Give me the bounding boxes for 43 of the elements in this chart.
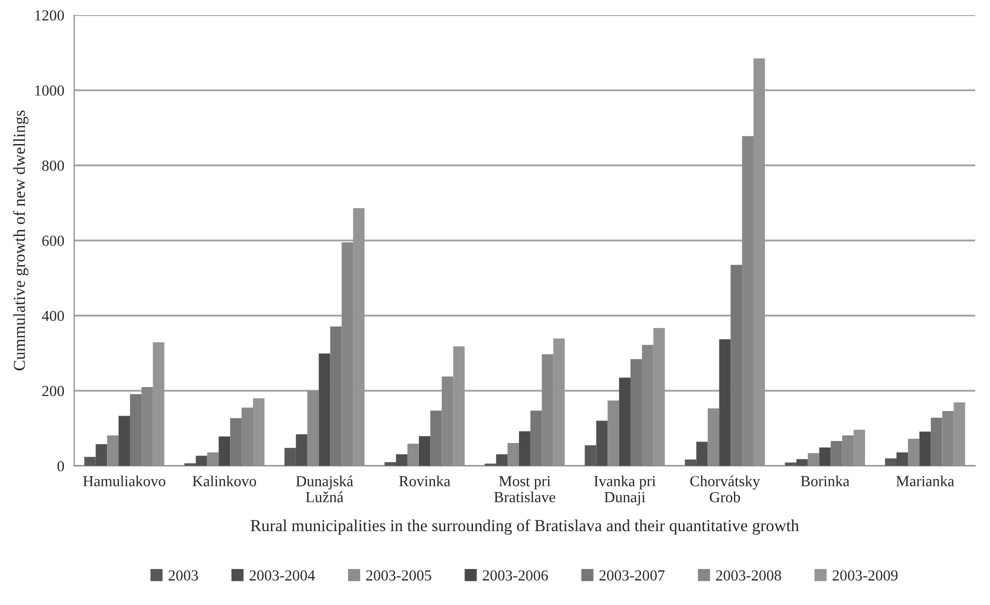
- legend-label: 2003-2006: [482, 570, 548, 581]
- legend-label: 2003: [168, 570, 198, 581]
- bar: [430, 410, 442, 466]
- x-axis-title: Rural municipalities in the surrounding of Bratislava and their quantitative growth: [250, 519, 799, 535]
- x-tick-label: Marianka: [896, 476, 954, 486]
- legend-label: 2003-2007: [599, 570, 665, 581]
- x-tick-label: Rovinka: [399, 476, 450, 486]
- bar: [730, 264, 742, 466]
- y-axis-title: Cummulative growth of new dwellings: [13, 110, 28, 370]
- bar: [619, 378, 631, 466]
- bar: [418, 436, 430, 466]
- y-tick-label: 600: [42, 236, 64, 246]
- bar: [218, 436, 230, 466]
- bar: [719, 339, 731, 466]
- bar: [830, 441, 842, 466]
- bar: [330, 326, 342, 466]
- x-tick-label: Dunajská Lužná: [296, 476, 354, 502]
- legend-label: 2003-2004: [250, 570, 315, 581]
- x-tick-label: Kalinkovo: [192, 476, 256, 486]
- legend-label: 2003-2009: [832, 570, 898, 581]
- x-tick-label: Ivanka pri Dunaji: [594, 476, 656, 506]
- x-tick-label: Most pri Bratislave: [494, 476, 556, 502]
- bar: [118, 416, 130, 466]
- y-tick-label: 400: [42, 310, 64, 322]
- y-tick-label: 1200: [35, 10, 64, 21]
- bar: [318, 354, 330, 466]
- legend-label: 2003-2008: [716, 570, 782, 581]
- bar: [819, 447, 831, 466]
- bar: [230, 418, 242, 466]
- bar: [530, 410, 542, 466]
- bar: [518, 431, 530, 466]
- bar: [930, 418, 942, 466]
- y-tick-label: 800: [42, 160, 64, 171]
- x-tick-label: Borinka: [800, 476, 850, 486]
- bar: [130, 394, 142, 466]
- y-tick-label: 0: [57, 460, 64, 472]
- x-tick-label: Chorvátsky Grob: [690, 476, 760, 502]
- y-tick-label: 1000: [35, 85, 64, 96]
- y-tick-label: 200: [42, 386, 64, 396]
- x-tick-label: Hamuliakovo: [83, 476, 166, 486]
- legend-label: 2003-2005: [366, 570, 432, 581]
- bar: [919, 432, 931, 466]
- bar: [630, 359, 642, 466]
